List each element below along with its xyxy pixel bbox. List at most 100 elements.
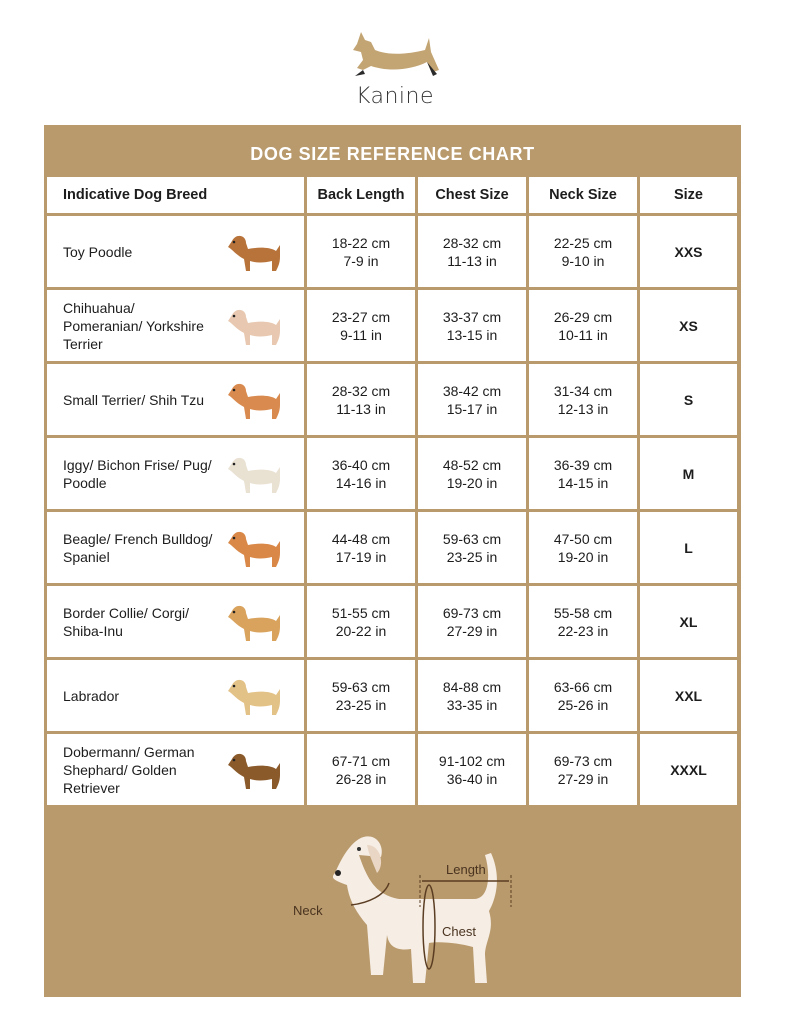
breed-name: Dobermann/ German Shephard/ Golden Retri… — [63, 743, 195, 796]
inch-value: 19-20 in — [446, 474, 498, 491]
breed-cell: Toy Poodle — [47, 216, 304, 287]
inch-value: 22-23 in — [557, 622, 609, 639]
inch-value: 13-15 in — [446, 326, 498, 343]
neck-size-cell: 69-73 cm 27-29 in — [529, 734, 637, 805]
inch-value: 33-35 in — [446, 696, 498, 713]
dog-breed-icon — [228, 605, 280, 641]
dog-breed-icon — [228, 531, 280, 567]
size-cell: XXS — [640, 216, 737, 287]
breed-cell: Border Collie/ Corgi/ Shiba-Inu — [47, 586, 304, 657]
cm-value: 26-29 cm — [553, 308, 613, 325]
cm-value: 47-50 cm — [553, 530, 613, 547]
cm-value: 67-71 cm — [331, 752, 391, 769]
dog-breed-icon — [228, 753, 280, 789]
cm-value: 91-102 cm — [438, 752, 506, 769]
size-cell: S — [640, 364, 737, 435]
breed-name: Labrador — [63, 687, 120, 704]
neck-size-cell: 63-66 cm 25-26 in — [529, 660, 637, 731]
chest-arrow — [422, 884, 436, 970]
back-length-cell: 44-48 cm 17-19 in — [307, 512, 415, 583]
back-length-cell: 18-22 cm 7-9 in — [307, 216, 415, 287]
running-dog-logo-icon — [353, 32, 439, 76]
breed-name: Small Terrier/ Shih Tzu — [63, 391, 205, 408]
dog-breed-icon — [228, 457, 280, 493]
inch-value: 19-20 in — [557, 548, 609, 565]
dog-breed-icon — [228, 383, 280, 419]
cm-value: 84-88 cm — [442, 678, 502, 695]
chest-size-cell: 59-63 cm 23-25 in — [418, 512, 526, 583]
neck-size-cell: 36-39 cm 14-15 in — [529, 438, 637, 509]
cm-value: 31-34 cm — [553, 382, 613, 399]
header-size: Size — [640, 177, 737, 213]
breed-name: Beagle/ French Bulldog/ Spaniel — [63, 530, 213, 565]
size-cell: XS — [640, 290, 737, 361]
cm-value: 63-66 cm — [553, 678, 613, 695]
cm-value: 22-25 cm — [553, 234, 613, 251]
inch-value: 9-10 in — [561, 252, 605, 269]
chest-size-cell: 28-32 cm 11-13 in — [418, 216, 526, 287]
inch-value: 27-29 in — [446, 622, 498, 639]
cm-value: 51-55 cm — [331, 604, 391, 621]
size-table: Indicative Dog Breed Back Length Chest S… — [47, 177, 737, 805]
size-cell: XL — [640, 586, 737, 657]
inch-value: 26-28 in — [335, 770, 387, 787]
inch-value: 20-22 in — [335, 622, 387, 639]
chest-label: Chest — [442, 924, 476, 939]
back-length-cell: 36-40 cm 14-16 in — [307, 438, 415, 509]
cm-value: 59-63 cm — [331, 678, 391, 695]
neck-size-cell: 55-58 cm 22-23 in — [529, 586, 637, 657]
header-neck-size: Neck Size — [529, 177, 637, 213]
chest-size-cell: 91-102 cm 36-40 in — [418, 734, 526, 805]
breed-cell: Labrador — [47, 660, 304, 731]
inch-value: 25-26 in — [557, 696, 609, 713]
header-back-length: Back Length — [307, 177, 415, 213]
size-cell: L — [640, 512, 737, 583]
cm-value: 28-32 cm — [442, 234, 502, 251]
cm-value: 48-52 cm — [442, 456, 502, 473]
size-cell: XXXL — [640, 734, 737, 805]
cm-value: 36-39 cm — [553, 456, 613, 473]
inch-value: 15-17 in — [446, 400, 498, 417]
chest-size-cell: 84-88 cm 33-35 in — [418, 660, 526, 731]
inch-value: 14-16 in — [335, 474, 387, 491]
cm-value: 44-48 cm — [331, 530, 391, 547]
inch-value: 36-40 in — [446, 770, 498, 787]
inch-value: 23-25 in — [446, 548, 498, 565]
inch-value: 10-11 in — [558, 326, 608, 343]
chest-size-cell: 33-37 cm 13-15 in — [418, 290, 526, 361]
inch-value: 17-19 in — [335, 548, 387, 565]
back-length-cell: 23-27 cm 9-11 in — [307, 290, 415, 361]
breed-name: Iggy/ Bichon Frise/ Pug/ Poodle — [63, 456, 212, 491]
back-length-cell: 67-71 cm 26-28 in — [307, 734, 415, 805]
neck-size-cell: 31-34 cm 12-13 in — [529, 364, 637, 435]
cm-value: 59-63 cm — [442, 530, 502, 547]
inch-value: 11-13 in — [447, 252, 497, 269]
breed-cell: Beagle/ French Bulldog/ Spaniel — [47, 512, 304, 583]
inch-value: 27-29 in — [557, 770, 609, 787]
neck-label: Neck — [293, 903, 323, 918]
dog-illustration-icon — [332, 836, 497, 983]
back-length-cell: 59-63 cm 23-25 in — [307, 660, 415, 731]
cm-value: 36-40 cm — [331, 456, 391, 473]
dog-breed-icon — [228, 679, 280, 715]
inch-value: 23-25 in — [335, 696, 387, 713]
header-chest-size: Chest Size — [418, 177, 526, 213]
inch-value: 9-11 in — [340, 326, 382, 343]
measurement-diagram: Length Neck Chest — [293, 836, 512, 983]
dog-breed-icon — [228, 309, 280, 345]
neck-size-cell: 22-25 cm 9-10 in — [529, 216, 637, 287]
cm-value: 55-58 cm — [553, 604, 613, 621]
chest-size-cell: 48-52 cm 19-20 in — [418, 438, 526, 509]
header-breed: Indicative Dog Breed — [47, 177, 304, 213]
inch-value: 12-13 in — [557, 400, 609, 417]
breed-cell: Iggy/ Bichon Frise/ Pug/ Poodle — [47, 438, 304, 509]
inch-value: 7-9 in — [343, 252, 379, 269]
chest-size-cell: 38-42 cm 15-17 in — [418, 364, 526, 435]
size-chart-panel: DOG SIZE REFERENCE CHART Indicative Dog … — [44, 125, 741, 997]
inch-value: 11-13 in — [336, 400, 386, 417]
breed-cell: Chihuahua/ Pomeranian/ Yorkshire Terrier — [47, 290, 304, 361]
breed-cell: Small Terrier/ Shih Tzu — [47, 364, 304, 435]
neck-size-cell: 47-50 cm 19-20 in — [529, 512, 637, 583]
cm-value: 18-22 cm — [331, 234, 391, 251]
cm-value: 23-27 cm — [331, 308, 391, 325]
